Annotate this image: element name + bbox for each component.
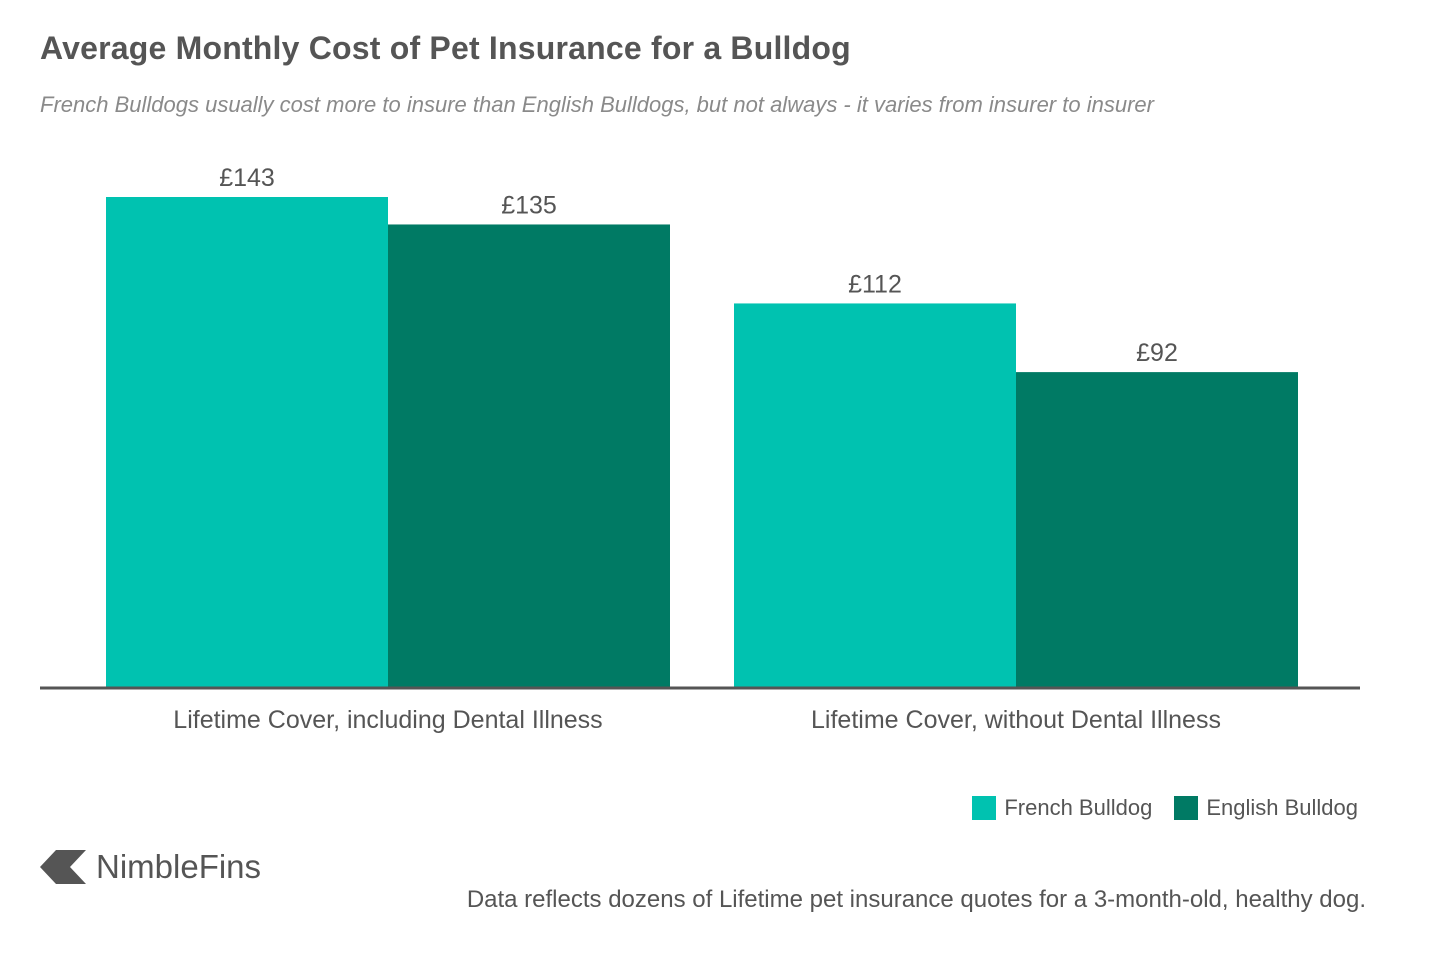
bar-chart: £143 £135 Lifetime Cover, including Dental… [40, 164, 1360, 734]
data-label-french-bulldog-2: £112 [848, 270, 902, 298]
legend: French Bulldog English Bulldog [972, 795, 1358, 821]
legend-label-english-bulldog: English Bulldog [1206, 795, 1358, 820]
x-tick-label-2: Lifetime Cover, without Dental Illness [811, 706, 1221, 734]
data-label-french-bulldog-1: £143 [219, 164, 275, 192]
bar-french-bulldog-2 [734, 303, 1016, 688]
chart-subtitle: French Bulldogs usually cost more to ins… [40, 92, 1154, 117]
data-label-english-bulldog-1: £135 [501, 191, 557, 219]
x-tick-label-1: Lifetime Cover, including Dental Illness [173, 706, 602, 734]
legend-label-french-bulldog: French Bulldog [1004, 795, 1153, 820]
bar-english-bulldog-2 [1016, 372, 1298, 688]
brand-logo: NimbleFins [40, 848, 261, 886]
legend-swatch-english-bulldog [1174, 796, 1199, 820]
chevron-left-logo-icon [40, 850, 86, 884]
legend-swatch-french-bulldog [972, 796, 997, 820]
chart-title: Average Monthly Cost of Pet Insurance fo… [40, 30, 851, 66]
brand-name: NimbleFins [96, 848, 262, 885]
footnote: Data reflects dozens of Lifetime pet ins… [466, 886, 1366, 913]
legend-item-english-bulldog: English Bulldog [1174, 795, 1358, 821]
data-label-english-bulldog-2: £92 [1136, 339, 1178, 367]
legend-item-french-bulldog: French Bulldog [972, 795, 1152, 821]
bar-french-bulldog-1 [106, 197, 388, 688]
bar-english-bulldog-1 [388, 224, 670, 688]
